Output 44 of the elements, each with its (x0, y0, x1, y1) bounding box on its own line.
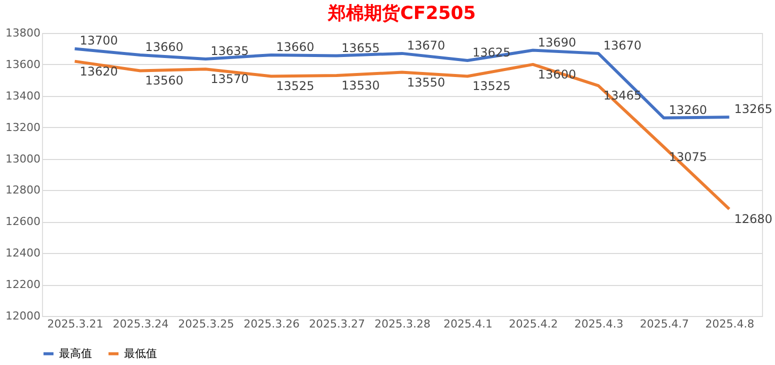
legend-label: 最低值 (124, 346, 157, 360)
y-tick-label: 13800 (6, 26, 40, 40)
data-label: 12680 (734, 212, 772, 226)
x-tick-label: 2025.4.1 (443, 318, 492, 330)
data-label: 13550 (407, 75, 446, 90)
data-label: 13660 (276, 40, 314, 54)
y-tick-label: 12400 (6, 246, 40, 260)
y-tick-label: 12800 (6, 184, 40, 197)
y-tick-label: 12200 (6, 278, 40, 292)
data-label: 13525 (276, 79, 314, 94)
x-tick-label: 2025.3.28 (374, 318, 430, 330)
data-label: 13655 (342, 40, 380, 55)
chart-title: 郑棉期货CF2505 (327, 3, 476, 24)
data-label: 13570 (210, 72, 249, 86)
x-tick-label: 2025.3.24 (112, 318, 169, 330)
data-label: 13530 (342, 78, 380, 92)
legend-label: 最高值 (59, 346, 92, 360)
x-tick-label: 2025.3.21 (47, 318, 104, 330)
x-tick-label: 2025.4.7 (640, 318, 689, 330)
data-label: 13635 (210, 44, 249, 58)
y-tick-label: 13200 (6, 120, 40, 134)
x-tick-label: 2025.4.8 (705, 318, 754, 330)
data-label: 13260 (668, 102, 708, 117)
data-label: 13525 (472, 79, 511, 94)
y-tick-label: 13400 (6, 89, 40, 102)
y-tick-label: 13000 (6, 152, 40, 166)
data-label: 13660 (145, 40, 184, 54)
x-tick-label: 2025.3.26 (244, 318, 300, 330)
data-label: 13625 (472, 46, 511, 60)
data-label: 13560 (145, 74, 184, 88)
data-label: 13620 (80, 64, 118, 78)
data-label: 13670 (407, 38, 446, 52)
data-label: 13670 (603, 38, 642, 52)
x-tick-label: 2025.4.2 (508, 318, 558, 330)
y-tick-label: 12000 (6, 310, 40, 322)
x-tick-label: 2025.3.25 (178, 318, 234, 330)
data-label: 13265 (734, 102, 772, 116)
x-tick-label: 2025.3.27 (309, 318, 366, 330)
y-tick-label: 13600 (6, 58, 40, 71)
data-label: 13700 (80, 34, 118, 48)
data-label: 13690 (538, 35, 576, 50)
line-series (73, 60, 731, 211)
y-tick-label: 12600 (6, 215, 40, 228)
x-tick-label: 2025.4.3 (574, 318, 624, 330)
